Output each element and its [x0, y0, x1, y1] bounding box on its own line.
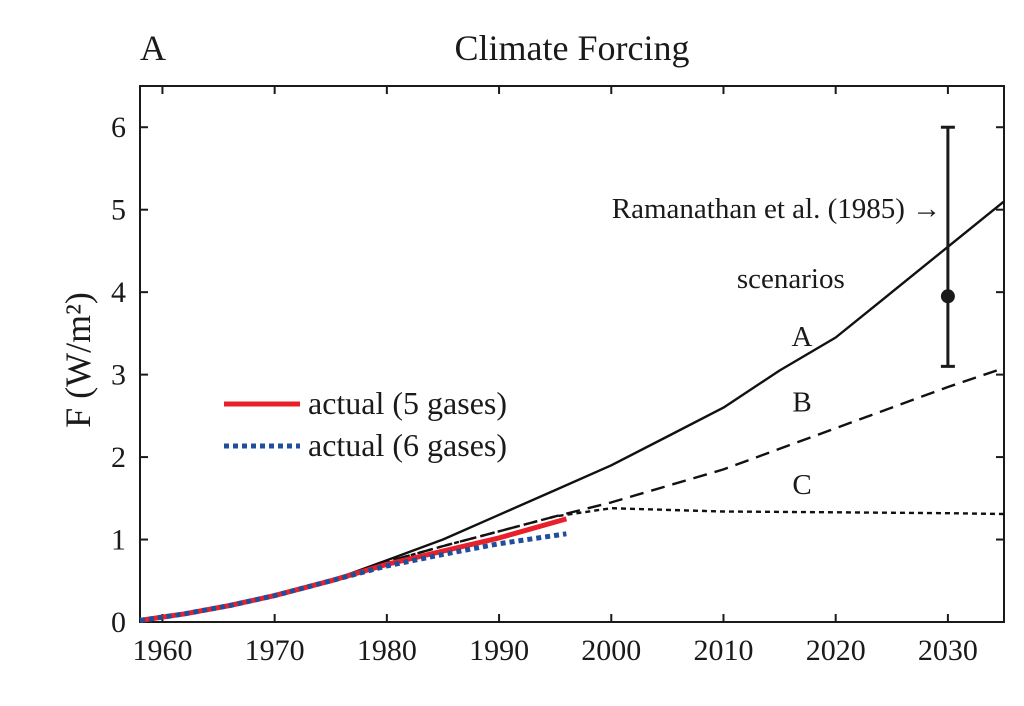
chart-title: Climate Forcing	[455, 28, 690, 68]
y-axis-label: F (W/m²)	[58, 292, 98, 428]
ramanathan-annotation: Ramanathan et al. (1985) →	[612, 193, 941, 225]
x-tick-label: 2020	[806, 634, 866, 667]
scenario-label-c: C	[792, 469, 811, 501]
legend-label-2: actual (6 gases)	[308, 427, 507, 463]
y-tick-label: 2	[111, 441, 126, 474]
scenario-label-b: B	[792, 387, 811, 419]
legend: actual (5 gases) actual (6 gases)	[224, 385, 507, 463]
x-tick-label: 1980	[357, 634, 417, 667]
series-line-a	[139, 200, 1005, 622]
legend-label-1: actual (5 gases)	[308, 385, 507, 421]
y-tick-label: 0	[111, 606, 126, 639]
scenario-label-a: A	[792, 321, 813, 353]
y-tick-label: 3	[111, 359, 126, 392]
y-tick-label: 6	[111, 111, 126, 144]
x-tick-label: 1990	[469, 634, 529, 667]
x-tick-label: 1970	[245, 634, 305, 667]
y-axis-ticks: 0 1 2 3 4 5 6	[111, 111, 1004, 639]
series-line-c	[139, 507, 1005, 622]
y-tick-label: 4	[111, 276, 126, 309]
series-line-actual-6-gases	[139, 531, 567, 623]
annotation-layer: Ramanathan et al. (1985) →	[612, 125, 955, 368]
panel-label: A	[140, 28, 166, 68]
x-tick-label: 2010	[693, 634, 753, 667]
y-tick-label: 1	[111, 524, 126, 557]
x-axis-ticks: 1960 1970 1980 1990 2000 2010 2020 2030	[132, 86, 978, 667]
x-tick-label: 1960	[132, 634, 192, 667]
plot-frame	[139, 85, 1005, 623]
x-tick-label: 2030	[918, 634, 978, 667]
scenarios-label: scenarios	[737, 263, 845, 295]
series-line-actual-5-gases	[139, 516, 568, 623]
ramanathan-point	[940, 289, 955, 304]
y-tick-label: 5	[111, 194, 126, 227]
x-tick-label: 2000	[581, 634, 641, 667]
